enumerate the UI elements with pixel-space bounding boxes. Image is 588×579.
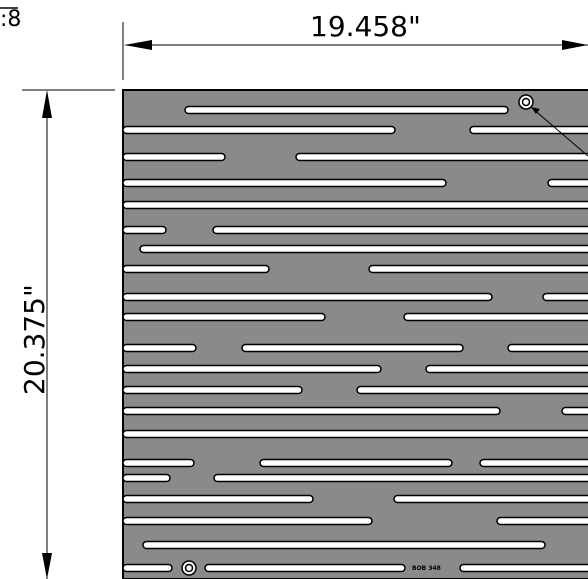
slot (547, 178, 588, 188)
slot (184, 105, 509, 115)
plate-body (122, 89, 588, 579)
slot (507, 343, 588, 353)
slot (368, 264, 588, 274)
slot (542, 292, 588, 302)
slot (122, 264, 270, 274)
slot (122, 406, 501, 416)
slot (393, 494, 588, 504)
mounting-hole-top-icon (518, 94, 534, 110)
width-dimension: 19.458" (122, 10, 588, 80)
hole-leader-line (531, 107, 588, 157)
width-dimension-text: 19.458" (310, 10, 421, 43)
slot (122, 125, 396, 135)
slot (122, 178, 447, 188)
slot (122, 364, 382, 374)
slot (142, 540, 546, 550)
slot (403, 312, 588, 322)
slot (479, 458, 588, 468)
slot (122, 225, 167, 235)
slot (139, 244, 588, 254)
slot (212, 225, 588, 235)
plate-marking-text: BOB 348 (412, 565, 441, 572)
slot (459, 563, 588, 573)
slot (122, 458, 195, 468)
height-dimension-text: 20.375" (18, 284, 51, 395)
slot (204, 563, 406, 573)
slot (241, 343, 464, 353)
slot (122, 429, 588, 439)
grating-plate: BOB 348 (122, 89, 588, 579)
slot (122, 200, 588, 210)
hole-leader-arrow-icon (531, 107, 540, 114)
slot (122, 312, 326, 322)
mounting-hole-bottom-icon (181, 560, 197, 576)
slot (122, 563, 173, 573)
slot (122, 494, 314, 504)
slot (496, 516, 588, 526)
slot (295, 152, 588, 162)
corner-label: :8 (0, 7, 21, 32)
slot (213, 473, 588, 483)
slot (469, 125, 588, 135)
slot (122, 343, 197, 353)
slot (122, 292, 493, 302)
slot (122, 152, 226, 162)
slot (122, 473, 171, 483)
slot (122, 385, 303, 395)
height-dimension: 20.375" (18, 89, 115, 579)
width-arrow-left-icon (124, 40, 152, 50)
slot (425, 364, 588, 374)
height-arrow-bottom-icon (42, 553, 52, 579)
slot (356, 385, 588, 395)
slot (122, 516, 373, 526)
height-arrow-top-icon (42, 90, 52, 118)
slot-group (122, 105, 588, 573)
slot (259, 458, 453, 468)
width-arrow-right-icon (562, 40, 588, 50)
slot (561, 406, 588, 416)
